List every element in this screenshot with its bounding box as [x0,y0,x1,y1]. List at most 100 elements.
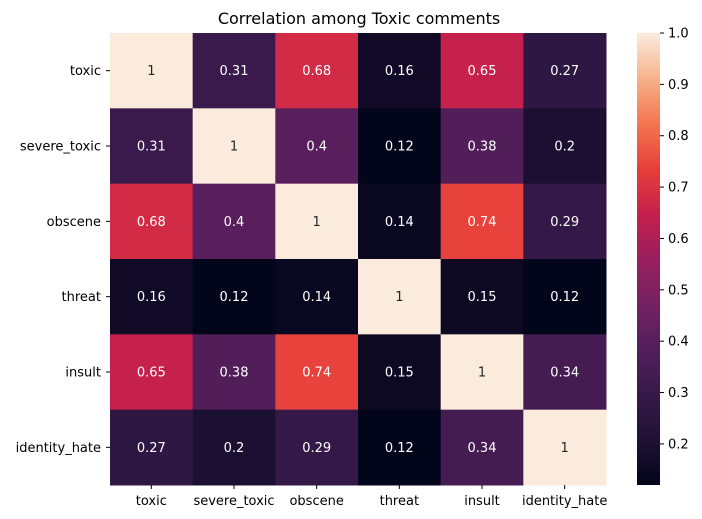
colorbar-tick-label-0: 0.2 [668,437,689,452]
cell-annotation-0-2: 0.68 [302,64,331,79]
colorbar-tick-label-8: 1.0 [668,27,689,42]
colorbar-ticks: 0.2 0.3 0.4 0.5 0.6 0.7 0.8 0.9 1.0 [660,27,689,452]
heatmap-cell-5-0 [110,409,194,486]
cell-annotation-1-1: 1 [230,140,238,155]
heatmap-cell-4-0 [110,334,194,411]
colorbar-tick-label-6: 0.8 [668,129,689,144]
cell-annotation-5-3: 0.12 [385,441,414,456]
heatmap-cell-0-4 [440,33,524,109]
cell-annotation-2-4: 0.74 [468,215,497,230]
cell-annotation-4-4: 1 [478,366,486,381]
cell-annotation-2-1: 0.4 [224,215,245,230]
heatmap-cell-4-1 [192,334,276,411]
cell-annotation-1-3: 0.12 [385,140,414,155]
cell-annotation-0-3: 0.16 [385,64,414,79]
cell-annotation-0-4: 0.65 [468,64,497,79]
colorbar-tick-label-4: 0.6 [668,232,689,247]
heatmap-cell-5-5 [523,409,607,486]
heatmap-cell-3-0 [110,259,194,335]
heatmap-cell-5-2 [275,409,359,486]
cell-annotations: 1 0.31 0.68 0.16 0.65 0.27 0.31 1 0.4 0.12 0.38 0.2… [137,64,579,456]
column-label-3: threat [380,494,419,509]
heatmap-cell-1-4 [440,108,524,185]
cell-annotation-2-3: 0.14 [385,215,414,230]
heatmap-cell-0-1 [192,33,276,109]
heatmap-cell-4-5 [523,334,607,411]
cell-annotation-1-2: 0.4 [306,140,327,155]
heatmap-cell-2-2 [275,183,359,260]
chart-title: Correlation among Toxic comments [218,9,500,28]
heatmap-cell-5-1 [192,409,276,486]
heatmap-cell-0-3 [358,33,442,109]
cell-annotation-0-5: 0.27 [550,64,579,79]
heatmap-cell-1-5 [523,108,607,185]
heatmap-cells [110,33,607,486]
column-label-1: severe_toxic [193,494,274,509]
heatmap-cell-3-1 [192,259,276,335]
colorbar-tick-label-5: 0.7 [668,181,689,196]
cell-annotation-0-1: 0.31 [220,64,249,79]
heatmap-cell-4-2 [275,334,359,411]
heatmap-cell-2-4 [440,183,524,260]
cell-annotation-2-2: 1 [313,215,321,230]
column-label-0: toxic [136,494,167,509]
colorbar [637,33,660,485]
heatmap-cell-2-3 [358,183,442,260]
heatmap-cell-2-5 [523,183,607,260]
cell-annotation-4-0: 0.65 [137,366,166,381]
cell-annotation-4-2: 0.74 [302,366,331,381]
row-label-0: toxic [70,64,101,79]
cell-annotation-3-3: 1 [395,290,403,305]
heatmap-cell-1-2 [275,108,359,185]
cell-annotation-1-4: 0.38 [468,140,497,155]
heatmap-cell-4-4 [440,334,524,411]
heatmap-cell-1-0 [110,108,194,185]
heatmap-cell-2-1 [192,183,276,260]
column-label-5: identity_hate [522,494,607,509]
colorbar-tick-label-3: 0.5 [668,283,689,298]
column-tick-labels: toxic severe_toxic obscene threat insult iden… [136,485,607,509]
heatmap-cell-4-3 [358,334,442,411]
heatmap-cell-1-1 [192,108,276,185]
cell-annotation-4-1: 0.38 [220,366,249,381]
colorbar-tick-label-2: 0.4 [668,335,689,350]
cell-annotation-5-1: 0.2 [224,441,245,456]
colorbar-tick-label-1: 0.3 [668,386,689,401]
cell-annotation-5-0: 0.27 [137,441,166,456]
heatmap-cell-3-2 [275,259,359,335]
row-label-3: threat [62,290,101,305]
column-label-2: obscene [289,494,343,509]
cell-annotation-4-3: 0.15 [385,366,414,381]
row-label-5: identity_hate [16,441,101,456]
cell-annotation-5-4: 0.34 [468,441,497,456]
cell-annotation-3-0: 0.16 [137,290,166,305]
heatmap-cell-3-3 [358,259,442,335]
heatmap-cell-3-5 [523,259,607,335]
cell-annotation-5-2: 0.29 [302,441,331,456]
cell-annotation-3-1: 0.12 [220,290,249,305]
heatmap-cell-1-3 [358,108,442,185]
cell-annotation-5-5: 1 [561,441,569,456]
column-label-4: insult [464,494,500,509]
heatmap-cell-5-4 [440,409,524,486]
cell-annotation-2-0: 0.68 [137,215,166,230]
heatmap-cell-0-2 [275,33,359,109]
heatmap-cell-5-3 [358,409,442,486]
cell-annotation-1-0: 0.31 [137,140,166,155]
cell-annotation-2-5: 0.29 [550,215,579,230]
cell-annotation-3-5: 0.12 [550,290,579,305]
heatmap-cell-0-5 [523,33,607,109]
cell-annotation-0-0: 1 [147,64,155,79]
row-label-1: severe_toxic [20,140,101,155]
row-label-2: obscene [47,215,101,230]
heatmap-cell-2-0 [110,183,194,260]
colorbar-tick-label-7: 0.9 [668,78,689,93]
cell-annotation-3-4: 0.15 [468,290,497,305]
heatmap-cell-0-0 [110,33,194,109]
heatmap-cell-3-4 [440,259,524,335]
cell-annotation-4-5: 0.34 [550,366,579,381]
row-label-4: insult [65,366,101,381]
cell-annotation-1-5: 0.2 [554,140,575,155]
